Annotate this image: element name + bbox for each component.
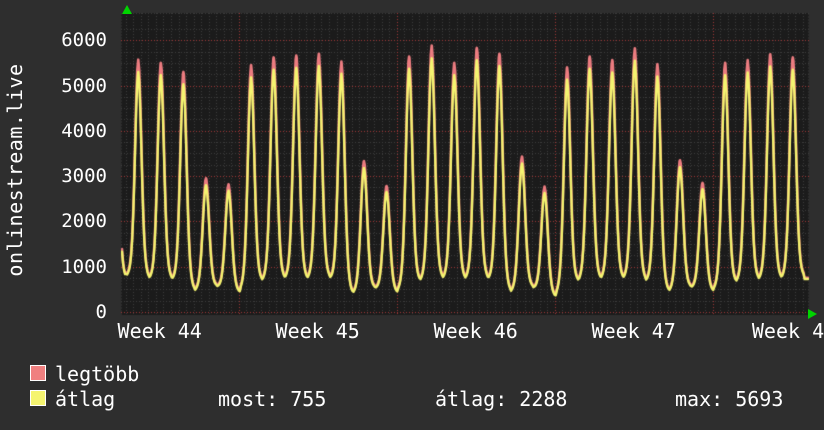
y-tick-label: 2000 <box>61 210 107 233</box>
x-axis-arrow-icon <box>808 309 817 319</box>
y-tick-label: 3000 <box>61 165 107 188</box>
x-tick-label: Week 45 <box>275 319 360 343</box>
legend-swatch-max <box>30 365 46 381</box>
stat-most: most: 755 <box>218 387 327 411</box>
y-axis-arrow-icon <box>122 5 132 14</box>
y-tick-label: 1000 <box>61 255 107 278</box>
y-tick-label: 4000 <box>61 119 107 142</box>
x-tick-label: Week 44 <box>117 319 202 343</box>
legend-swatch-avg <box>30 390 46 406</box>
y-tick-label: 6000 <box>61 29 107 52</box>
y-tick-label: 0 <box>95 301 107 323</box>
stat-atlag: átlag: 2288 <box>435 387 568 411</box>
x-tick-label: Week 46 <box>433 319 518 343</box>
x-tick-label: Week 47 <box>591 319 676 343</box>
stat-max: max: 5693 <box>675 387 784 411</box>
legend-label-max: legtöbb <box>55 362 140 386</box>
y-tick-label: 5000 <box>61 74 107 97</box>
x-tick-label: Week 4 <box>751 319 824 343</box>
legend-label-avg: átlag <box>55 387 116 411</box>
